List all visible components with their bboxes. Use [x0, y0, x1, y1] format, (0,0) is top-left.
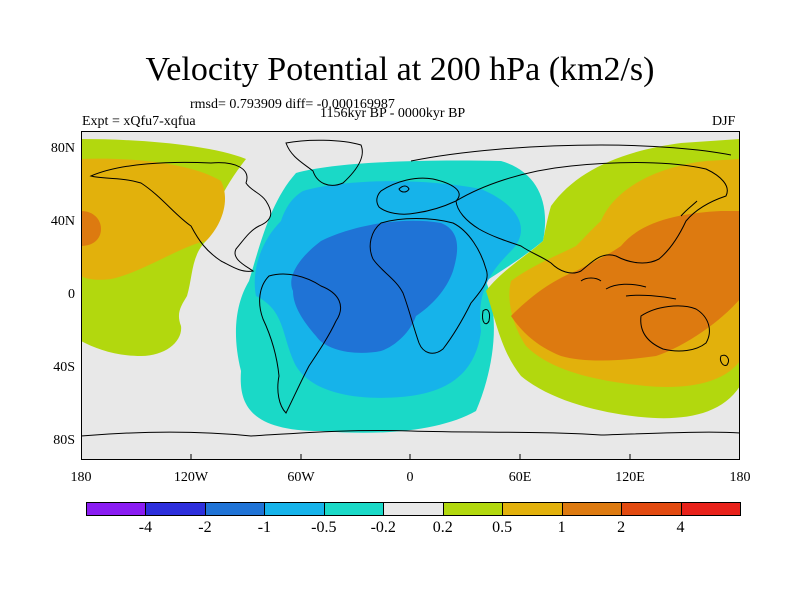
- coast-south-america: [259, 273, 341, 414]
- plot-title: Velocity Potential at 200 hPa (km2/s): [145, 51, 655, 88]
- coastlines: [81, 139, 740, 437]
- map-ticks: [190, 454, 631, 460]
- colorbar-label: -0.5: [311, 519, 337, 536]
- coast-africa: [369, 218, 488, 354]
- colorbar-box: [86, 502, 147, 516]
- colorbar: [86, 502, 741, 516]
- period-label: 1156kyr BP - 0000kyr BP: [320, 106, 466, 121]
- coast-antarctica: [81, 429, 740, 437]
- coast-greenland: [285, 139, 363, 186]
- stats-line: rmsd= 0.793909 diff= -0.000169987: [190, 97, 395, 112]
- coast-madagascar: [482, 308, 490, 325]
- map-canvas: [81, 131, 740, 460]
- coast-japan: [680, 200, 698, 217]
- lat-label-0: 0: [68, 287, 75, 302]
- pos-strong-east: [511, 211, 740, 361]
- colorbar-label: -0.2: [370, 519, 396, 536]
- colorbar-label: 1: [557, 519, 566, 536]
- lon-label-120e: 120E: [615, 470, 645, 485]
- colorbar-label: 2: [617, 519, 626, 536]
- coast-australia: [640, 305, 710, 352]
- lon-label-0: 0: [406, 470, 414, 485]
- lon-label-180w: 180: [70, 470, 92, 485]
- lon-label-120w: 120W: [173, 470, 209, 485]
- coast-uk: [398, 185, 410, 193]
- colorbar-box: [264, 502, 325, 516]
- lat-label-40s: 40S: [53, 360, 75, 375]
- lon-label-60e: 60E: [508, 470, 532, 485]
- lat-label-40n: 40N: [50, 214, 75, 229]
- colorbar-box: [204, 502, 266, 516]
- colorbar-label: 4: [676, 519, 685, 536]
- colorbar-box: [680, 502, 741, 516]
- colorbar-label: -4: [138, 519, 153, 536]
- lat-label-80n: 80N: [50, 141, 75, 156]
- neg-strong-region: [291, 220, 458, 353]
- lon-label-60w: 60W: [287, 470, 315, 485]
- colorbar-box: [442, 502, 504, 516]
- coast-europe: [376, 177, 460, 215]
- lon-label-180e: 180: [729, 470, 751, 485]
- colorbar-box: [561, 502, 623, 516]
- colorbar-box: [502, 502, 563, 516]
- colorbar-box: [145, 502, 206, 516]
- coast-arctic-russia: [410, 144, 732, 162]
- colorbar-box: [621, 502, 682, 516]
- colorbar-label: 0.2: [432, 519, 453, 536]
- coast-new-zealand: [720, 354, 729, 366]
- colorbar-box: [383, 502, 444, 516]
- experiment-label: Expt = xQfu7-xqfua: [82, 114, 196, 129]
- lat-label-80s: 80S: [53, 433, 75, 448]
- colorbar-box: [323, 502, 385, 516]
- map-plot: [81, 131, 740, 460]
- coast-indonesia: [580, 277, 677, 300]
- colorbar-label: -1: [257, 519, 272, 536]
- pos-strong-west: [81, 211, 101, 246]
- season-label: DJF: [712, 114, 736, 129]
- colorbar-label: -2: [198, 519, 212, 536]
- colorbar-label: 0.5: [492, 519, 513, 536]
- coast-north-america: [89, 161, 272, 272]
- pos-mid-west: [81, 158, 226, 280]
- coast-asia: [455, 162, 728, 274]
